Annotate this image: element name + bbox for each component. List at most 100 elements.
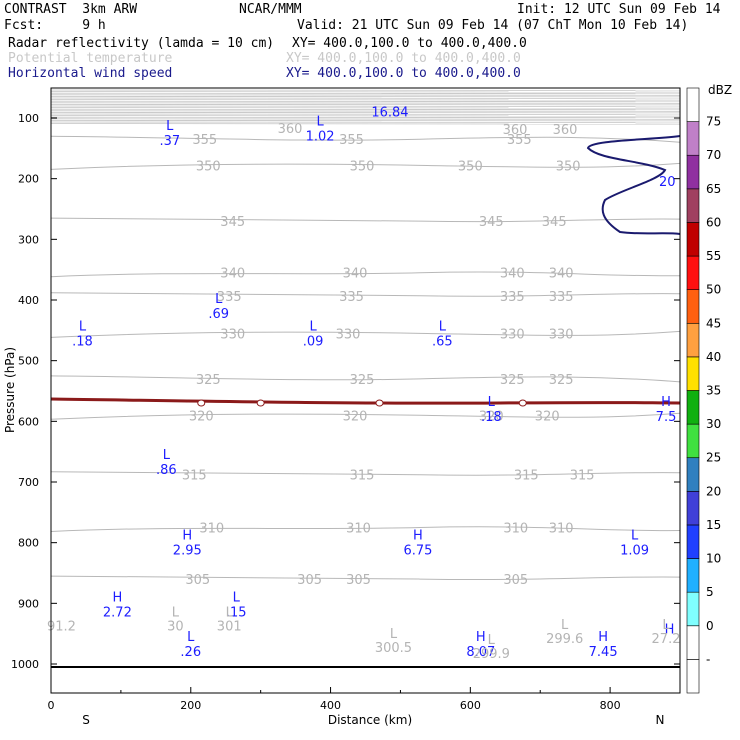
y-axis: 100 200 300 400 500 600 700 800 900 1000: [11, 112, 680, 671]
theta-label-335: 335: [549, 290, 574, 305]
wind-extremum-type: H: [665, 623, 675, 638]
reflectivity-gap: [197, 399, 206, 407]
theta-label-305: 305: [346, 573, 371, 588]
wind-extremum-type: L: [166, 119, 174, 134]
theta-band-line: [50, 92, 681, 95]
theta-band-line: [50, 115, 681, 117]
wind-extremum-value: .69: [208, 307, 229, 322]
field-xy-theta: XY= 400.0,100.0 to 400.0,400.0: [286, 51, 521, 66]
y-tick-label: 600: [18, 415, 39, 428]
theta-extremum-value: 299.9: [473, 647, 510, 662]
theta-contour-325: [50, 375, 681, 383]
theta-label-315: 315: [570, 469, 595, 484]
x-tick-label: 800: [600, 699, 621, 712]
theta-label-315: 315: [514, 469, 539, 484]
wind-extremum-value: .15: [226, 606, 247, 621]
theta-band-line: [50, 89, 681, 91]
theta-label-355: 355: [339, 133, 364, 148]
theta-label-350: 350: [196, 159, 221, 174]
x-end-label-north: N: [656, 713, 665, 727]
theta-label-345: 345: [542, 215, 567, 230]
wind-extremum-value: 2.72: [103, 606, 132, 621]
colorbar-level: 25: [706, 451, 721, 465]
y-tick-label: 100: [18, 112, 39, 125]
theta-contour-315: [50, 471, 681, 476]
theta-band-line: [50, 102, 681, 104]
theta-label-360b: 360: [503, 123, 528, 138]
wind-extremum-value: .86: [156, 463, 177, 478]
wind-contour-label: 20: [659, 175, 676, 190]
reflectivity-gap: [256, 399, 265, 407]
theta-label-350: 350: [556, 159, 581, 174]
theta-label-340: 340: [549, 267, 574, 282]
theta-band-line: [50, 110, 681, 112]
theta-label-320: 320: [535, 409, 560, 424]
colorbar-segment: [686, 457, 700, 492]
theta-extremum-type: L: [390, 627, 398, 642]
theta-label-305: 305: [185, 573, 210, 588]
theta-contour-310: [50, 526, 681, 532]
theta-label-340: 340: [500, 267, 525, 282]
theta-label-335: 335: [500, 290, 525, 305]
theta-label-360a: 360: [278, 122, 303, 137]
theta-label-350: 350: [350, 159, 375, 174]
wind-extremum-value: .18: [72, 334, 93, 349]
colorbar-segment: [686, 87, 700, 122]
theta-label-340: 340: [220, 267, 245, 282]
theta-label-330: 330: [220, 327, 245, 342]
wind-extremum-type: H: [182, 529, 192, 544]
theta-extremum-type: L: [561, 618, 569, 633]
valid-time: Valid: 21 UTC Sun 09 Feb 14 (07 ChT Mon …: [297, 18, 689, 33]
wind-extremum-type: L: [187, 630, 195, 645]
center-label: NCAR/MMM: [239, 2, 302, 17]
field-name-wind: Horizontal wind speed: [8, 66, 173, 81]
y-tick-label: 900: [18, 597, 39, 610]
theta-extremum-value: 300.5: [375, 641, 412, 656]
theta-label-330: 330: [336, 327, 361, 342]
x-tick-label: 0: [48, 699, 55, 712]
theta-band-line: [50, 99, 681, 101]
theta-label-325: 325: [196, 373, 221, 388]
wind-extremum-value: 1.02: [306, 129, 335, 144]
reflectivity-contour: [50, 397, 681, 405]
wind-extremum-value: 8.07: [466, 645, 495, 660]
colorbar-level: 10: [706, 552, 721, 566]
theta-contour-335: [50, 292, 681, 297]
colorbar: dBZ - 0 5 10 15 20 25 30 35 40 45 50 55 60 65 70 75: [686, 83, 732, 694]
reflectivity-gap: [518, 399, 527, 407]
theta-band-line: [50, 111, 681, 114]
wind-speed-20-contour: [586, 135, 681, 235]
x-end-label-south: S: [82, 713, 90, 727]
theta-band-line: [50, 94, 681, 96]
theta-label-335: 335: [217, 290, 242, 305]
wind-extremum-type: L: [215, 292, 223, 307]
theta-label-355: 355: [507, 133, 532, 148]
theta-band-line: [50, 95, 681, 98]
theta-contour-340: [50, 271, 681, 278]
wind-extremum-type: L: [631, 529, 639, 544]
theta-extremum-value: 301: [217, 620, 242, 635]
colorbar-level: 5: [706, 585, 714, 599]
wind-extremum-value: 2.95: [173, 544, 202, 559]
theta-band-line: [50, 100, 681, 103]
x-axis-label: Distance (km): [328, 713, 412, 727]
y-tick-label: 400: [18, 294, 39, 307]
x-tick-label: 400: [320, 699, 341, 712]
colorbar-level: 75: [706, 115, 721, 129]
theta-label-320: 320: [343, 409, 368, 424]
theta-label-315: 315: [182, 469, 207, 484]
wind-extremum-type: H: [476, 630, 486, 645]
x-axis: 0 200 400 600 800: [48, 687, 621, 712]
x-tick-label: 200: [180, 699, 201, 712]
theta-extremum-value: 299.6: [546, 632, 583, 647]
reflectivity-gap: [375, 399, 384, 407]
colorbar-segment: [686, 591, 700, 627]
y-tick-label: 1000: [11, 658, 39, 671]
theta-contour-330: [50, 330, 681, 338]
wind-extremum-value: 6.75: [403, 544, 432, 559]
colorbar-units: dBZ: [708, 83, 732, 97]
theta-label-335: 335: [339, 290, 364, 305]
wind-extrema: 16.84L.37L1.02L.18L.69L.09L.65L.18H7.5L.…: [72, 106, 676, 660]
wind-extremum-value: .37: [159, 134, 180, 149]
